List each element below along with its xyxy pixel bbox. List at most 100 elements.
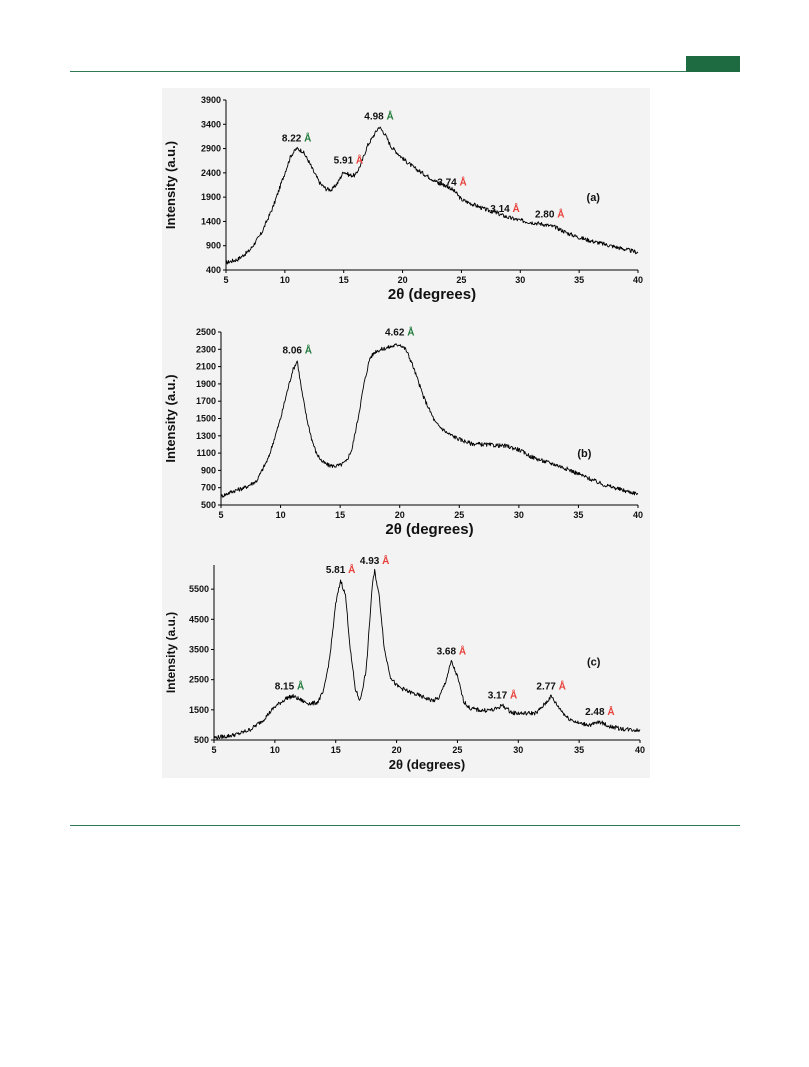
- y-tick-label: 3900: [201, 95, 221, 105]
- peak-d-spacing-label: 4.93 Å: [360, 554, 389, 567]
- y-tick-label: 4500: [189, 614, 209, 624]
- y-tick-label: 2100: [196, 362, 216, 372]
- y-tick-label: 900: [206, 241, 221, 251]
- peak-unit: Å: [305, 344, 312, 357]
- peak-unit: Å: [510, 688, 517, 701]
- y-tick-label: 2500: [189, 675, 209, 685]
- xrd-panel-3: 500 1500 2500 3500 4500 5500 5 10 15 20 25 30 35 40 2θ…: [164, 554, 645, 772]
- peak-d-spacing-label: 8.22 Å: [282, 132, 311, 145]
- x-tick-label: 20: [392, 745, 402, 755]
- y-axis-title: Intensity (a.u.): [163, 374, 178, 462]
- header-rule: [70, 71, 740, 72]
- peak-value: 8.15: [275, 681, 297, 692]
- header-color-tab: [686, 56, 740, 72]
- y-tick-label: 500: [194, 735, 209, 745]
- x-tick-label: 5: [211, 745, 216, 755]
- y-tick-label: 1300: [196, 431, 216, 441]
- peak-d-spacing-label: 3.74 Å: [437, 175, 466, 188]
- peak-value: 3.14: [490, 204, 512, 215]
- xrd-series-line: [225, 126, 639, 265]
- xrd-series-line: [220, 343, 639, 498]
- y-tick-label: 2500: [196, 327, 216, 337]
- peak-unit: Å: [382, 554, 389, 567]
- peak-unit: Å: [356, 153, 363, 166]
- y-tick-label: 3400: [201, 119, 221, 129]
- x-tick-label: 20: [395, 510, 405, 520]
- xrd-series-line: [213, 568, 641, 740]
- peak-unit: Å: [459, 645, 466, 658]
- peak-value: 3.68: [437, 647, 459, 658]
- peak-d-spacing-label: 8.06 Å: [283, 344, 312, 357]
- y-tick-label: 1900: [201, 192, 221, 202]
- peak-unit: Å: [387, 110, 394, 123]
- peak-value: 4.98: [364, 112, 386, 123]
- peak-value: 2.48: [585, 707, 607, 718]
- x-tick-label: 30: [514, 510, 524, 520]
- x-tick-label: 10: [276, 510, 286, 520]
- x-tick-label: 40: [633, 510, 643, 520]
- x-tick-label: 10: [270, 745, 280, 755]
- peak-value: 8.06: [283, 346, 305, 357]
- peak-d-spacing-label: 2.80 Å: [535, 207, 564, 220]
- x-tick-label: 15: [339, 275, 349, 285]
- peak-value: 3.74: [437, 177, 459, 188]
- peak-unit: Å: [512, 202, 519, 215]
- xrd-figure: 400 900 1400 1900 2400 2900 3400 3900 5 10 15 20 25 3…: [162, 88, 650, 778]
- y-tick-label: 900: [201, 465, 216, 475]
- peak-unit: Å: [559, 679, 566, 692]
- x-tick-label: 15: [331, 745, 341, 755]
- y-tick-label: 2400: [201, 168, 221, 178]
- y-tick-label: 1700: [196, 396, 216, 406]
- peak-d-spacing-label: 2.77 Å: [536, 679, 565, 692]
- x-tick-label: 5: [218, 510, 223, 520]
- x-axis-title: 2θ (degrees): [388, 286, 476, 303]
- x-tick-label: 35: [574, 745, 584, 755]
- y-tick-label: 3500: [189, 644, 209, 654]
- x-axis-title: 2θ (degrees): [385, 521, 473, 538]
- peak-unit: Å: [304, 132, 311, 145]
- peak-value: 3.17: [488, 690, 510, 701]
- peak-unit: Å: [407, 325, 414, 338]
- peak-unit: Å: [557, 207, 564, 220]
- peak-value: 2.77: [536, 681, 558, 692]
- panel-label: (c): [587, 657, 601, 669]
- peak-unit: Å: [460, 175, 467, 188]
- y-tick-label: 1100: [196, 448, 216, 458]
- peak-d-spacing-label: 2.48 Å: [585, 705, 614, 718]
- panel-label: (b): [577, 448, 591, 460]
- y-axis-title: Intensity (a.u.): [164, 612, 178, 693]
- peak-value: 5.81: [326, 565, 348, 576]
- peak-value: 2.80: [535, 209, 557, 220]
- xrd-panel-2: 500 700 900 1100 1300 1500 1700 1900 2100 2300 250…: [163, 325, 643, 538]
- x-tick-label: 40: [633, 275, 643, 285]
- y-tick-label: 1900: [196, 379, 216, 389]
- xrd-figure-svg: 400 900 1400 1900 2400 2900 3400 3900 5 10 15 20 25 3…: [163, 95, 645, 772]
- x-tick-label: 10: [280, 275, 290, 285]
- peak-d-spacing-label: 4.98 Å: [364, 110, 393, 123]
- peak-d-spacing-label: 3.17 Å: [488, 688, 517, 701]
- peak-unit: Å: [607, 705, 614, 718]
- peak-value: 8.22: [282, 134, 304, 145]
- x-tick-label: 35: [574, 275, 584, 285]
- y-tick-label: 700: [201, 483, 216, 493]
- peak-d-spacing-label: 4.62 Å: [385, 325, 414, 338]
- x-tick-label: 35: [573, 510, 583, 520]
- x-tick-label: 20: [398, 275, 408, 285]
- peak-value: 4.93: [360, 556, 382, 567]
- peak-d-spacing-label: 3.68 Å: [437, 645, 466, 658]
- peak-d-spacing-label: 5.81 Å: [326, 563, 355, 576]
- x-tick-label: 30: [515, 275, 525, 285]
- footer-rule: [70, 825, 740, 826]
- peak-d-spacing-label: 3.14 Å: [490, 202, 519, 215]
- xrd-panel-1: 400 900 1400 1900 2400 2900 3400 3900 5 10 15 20 25 3…: [163, 95, 643, 303]
- peak-value: 4.62: [385, 327, 407, 338]
- y-tick-label: 2300: [196, 344, 216, 354]
- y-tick-label: 2900: [201, 144, 221, 154]
- y-tick-label: 400: [206, 265, 221, 275]
- y-tick-label: 500: [201, 500, 216, 510]
- x-tick-label: 5: [223, 275, 228, 285]
- x-tick-label: 25: [452, 745, 462, 755]
- y-tick-label: 1500: [189, 705, 209, 715]
- y-tick-label: 1500: [196, 414, 216, 424]
- x-tick-label: 30: [513, 745, 523, 755]
